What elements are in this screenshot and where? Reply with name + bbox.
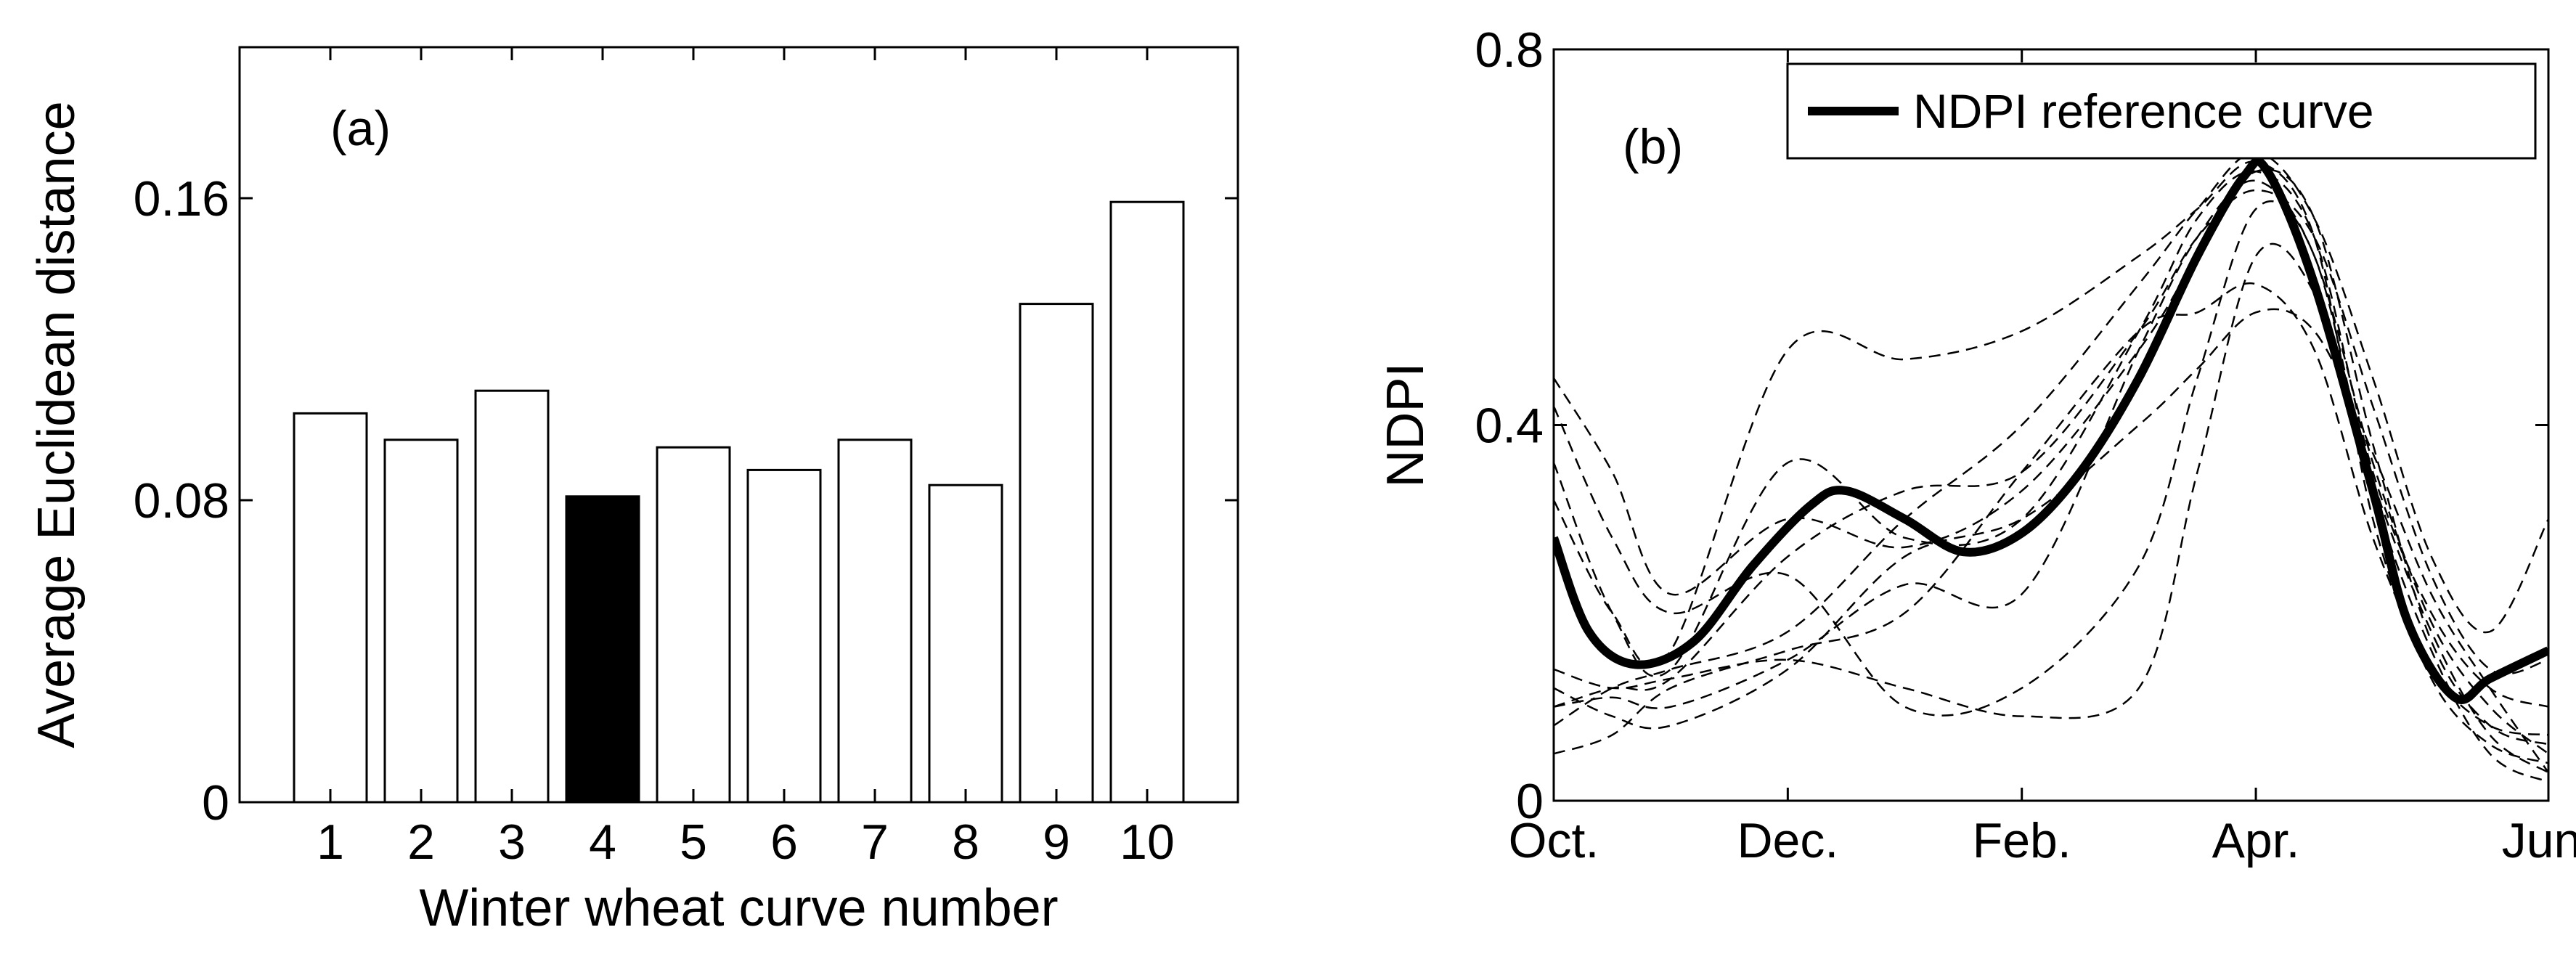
- bar-9: [1019, 303, 1094, 804]
- x-axis-label: Winter wheat curve number: [419, 879, 1058, 937]
- y-axis-label: Average Euclidean distance: [28, 101, 86, 748]
- series-curve-6: [1554, 179, 2548, 755]
- plot-frame: [1552, 48, 2550, 802]
- series-curve-1: [1554, 168, 2548, 746]
- legend-box: [1786, 62, 2537, 160]
- x-tick-label: 3: [498, 815, 526, 870]
- y-tick-label: 0: [1516, 774, 1544, 829]
- series-lines: [1554, 152, 2548, 783]
- bar-8: [928, 483, 1003, 804]
- x-tick-label: 1: [317, 815, 344, 870]
- chart-a-euclidean-distance: 1 2 3 4 5 6 7 8 9 10 0 0.08 0.16 (a) Winter wheat cu…: [28, 46, 1239, 937]
- bar-3: [474, 389, 550, 804]
- series-curve-8: [1554, 308, 2548, 773]
- bar-10: [1109, 200, 1185, 804]
- x-tick-label: 10: [1120, 815, 1175, 870]
- x-tick-label: Feb.: [1973, 813, 2071, 868]
- panel-label: (a): [330, 101, 391, 156]
- x-tick-label: Oct.: [1509, 813, 1599, 868]
- y-tick-label: 0.4: [1475, 399, 1544, 454]
- y-tick-label: 0.16: [134, 171, 229, 227]
- y-tick-label: 0: [202, 775, 229, 831]
- panel-label: (b): [1623, 119, 1683, 174]
- x-tick-label: Jun.: [2502, 813, 2576, 868]
- legend: NDPI reference curve: [1786, 62, 2537, 160]
- bar-6: [746, 468, 822, 804]
- bar-2: [383, 438, 459, 804]
- series-curve-5: [1554, 152, 2548, 727]
- x-tick-label: Apr.: [2212, 813, 2300, 868]
- series-curve-9: [1554, 200, 2548, 783]
- x-tick-label: 7: [861, 815, 889, 870]
- bar-1: [293, 412, 368, 804]
- series-curve-3: [1554, 170, 2548, 708]
- axis-ticks: Oct. Dec. Feb. Apr. Jun. 0 0.4 0.8: [1475, 23, 2576, 868]
- bar-4: [565, 495, 640, 804]
- x-tick-label: Dec.: [1737, 813, 1838, 868]
- series-curve-10: [1554, 242, 2548, 774]
- bar-7: [837, 438, 913, 804]
- series-curve-4: [1554, 189, 2548, 708]
- series-curve-7: [1554, 282, 2548, 755]
- axis-ticks: 1 2 3 4 5 6 7 8 9 10 0 0.08 0.16: [134, 47, 1238, 870]
- x-tick-label: 8: [952, 815, 979, 870]
- x-tick-label: 4: [589, 815, 616, 870]
- plot-frame: [238, 46, 1239, 804]
- x-tick-label: 5: [680, 815, 707, 870]
- series-reference-curve: [1554, 157, 2548, 704]
- legend-label: NDPI reference curve: [1913, 84, 2374, 138]
- y-tick-label: 0.08: [134, 473, 229, 529]
- bar-5: [656, 446, 731, 804]
- bars: [293, 200, 1185, 804]
- chart-b-ndpi-curves: Oct. Dec. Feb. Apr. Jun. 0 0.4 0.8 (b) NDPI NDP…: [1377, 23, 2576, 868]
- x-tick-label: 9: [1043, 815, 1070, 870]
- y-axis-label: NDPI: [1377, 362, 1435, 487]
- y-tick-label: 0.8: [1475, 23, 1544, 78]
- x-tick-label: 6: [770, 815, 798, 870]
- x-tick-label: 2: [407, 815, 435, 870]
